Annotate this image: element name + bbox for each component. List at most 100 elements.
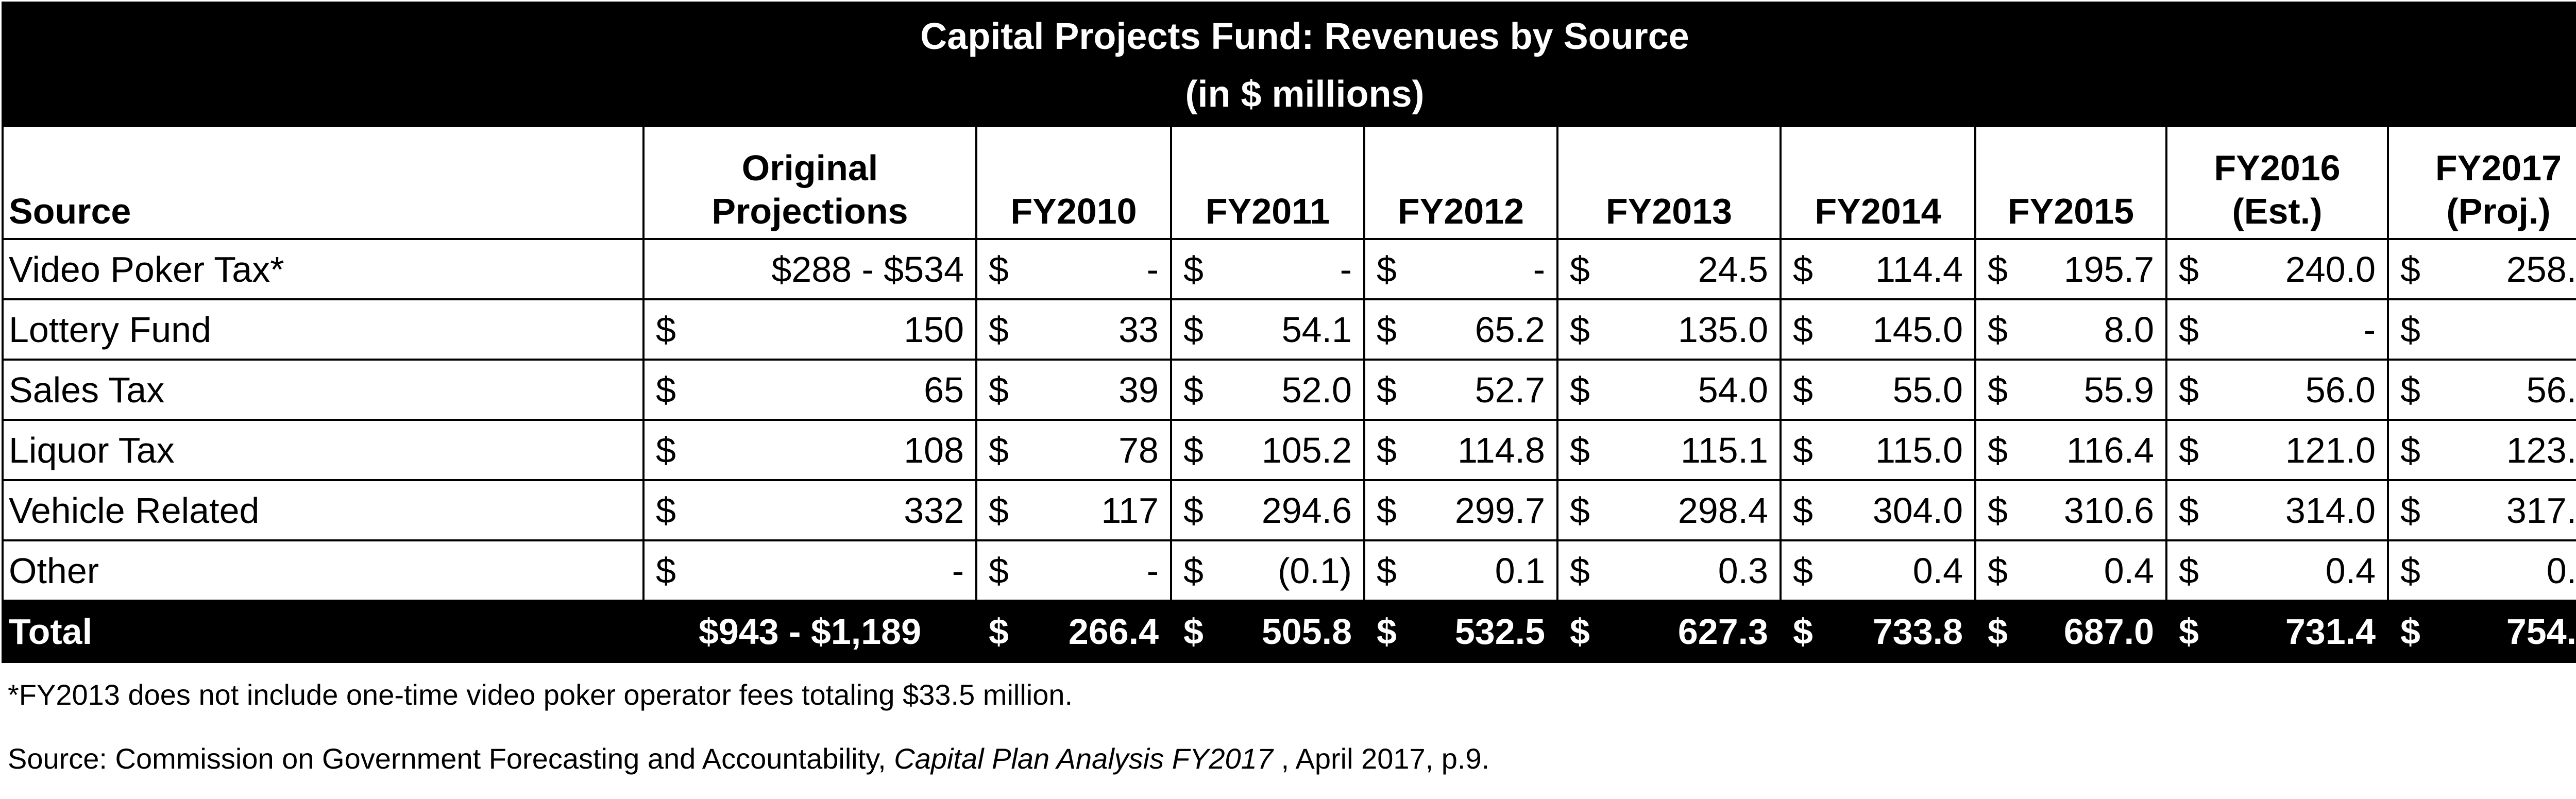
cell-value: 117: [1101, 490, 1159, 531]
currency-sign: $: [1570, 309, 1590, 350]
currency-sign: $: [2400, 309, 2420, 350]
currency-sign: $: [1377, 430, 1397, 470]
cell: $195.7: [1974, 238, 2167, 300]
cell-content: $317.0: [2400, 490, 2576, 531]
cell-value: 258.0: [2506, 249, 2576, 290]
column-header: FY2015: [1974, 125, 2167, 240]
cell-value: -: [2363, 309, 2376, 350]
cell-value: 299.7: [1454, 490, 1545, 531]
revenue-table: Source Original Projections FY2010 FY2011 FY2…: [2, 125, 2576, 663]
cell: $123.0: [2387, 419, 2576, 481]
cell-content: $0.4: [2179, 550, 2376, 591]
cell-content: $310.6: [1988, 490, 2154, 531]
currency-sign: $: [656, 309, 676, 350]
cell-content: $687.0: [1988, 611, 2154, 652]
cell: $150: [642, 298, 977, 361]
title: Capital Projects Fund: Revenues by Sourc…: [920, 16, 1689, 57]
cell-content: $39: [989, 369, 1159, 411]
currency-sign: $: [1570, 369, 1590, 410]
cell-content: $266.4: [989, 611, 1159, 652]
currency-sign: $: [2400, 249, 2420, 290]
cell: $114.8: [1363, 419, 1558, 481]
cell-value: $943 - $1,189: [698, 611, 922, 652]
cell: $298.4: [1556, 479, 1782, 541]
currency-sign: $: [1377, 611, 1397, 652]
currency-sign: $: [1570, 611, 1590, 652]
data-row: Lottery Fund $150 $33 $54.1 $65.2 $135.0 $145.…: [2, 298, 2576, 361]
cell-value: 733.8: [1872, 611, 1963, 652]
cell-value: 39: [1118, 369, 1159, 410]
currency-sign: $: [1988, 550, 2008, 591]
cell-content: $294.6: [1183, 490, 1352, 531]
currency-sign: $: [1793, 249, 1813, 290]
cell-content: $-: [1377, 249, 1545, 290]
cell: $266.4: [975, 600, 1172, 663]
cell-content: $65: [656, 369, 964, 411]
cell-value: 52.7: [1475, 369, 1545, 410]
currency-sign: $: [989, 490, 1009, 531]
cell: $-: [975, 539, 1172, 602]
cell-value: 310.6: [2063, 490, 2154, 531]
cell-value: 150: [904, 309, 964, 350]
row-label: Total: [2, 600, 645, 663]
cell-content: $78: [989, 430, 1159, 471]
cell: $54.0: [1556, 359, 1782, 421]
header-line: FY2011: [1205, 191, 1330, 231]
currency-sign: $: [1377, 309, 1397, 350]
cell-value: 195.7: [2063, 249, 2154, 290]
cell-content: $299.7: [1377, 490, 1545, 531]
cell-content: $754.4: [2400, 611, 2576, 652]
currency-sign: $: [2179, 430, 2199, 470]
header-line: FY2014: [1815, 191, 1941, 231]
cell: $ (0.1): [1170, 539, 1365, 602]
cell-value: 505.8: [1261, 611, 1352, 652]
cell-value: 123.0: [2506, 430, 2576, 470]
cell-content: $121.0: [2179, 430, 2376, 471]
cell: $310.6: [1974, 479, 2167, 541]
currency-sign: $: [1570, 550, 1590, 591]
cell-value: 33: [1118, 309, 1159, 350]
cell: $505.8: [1170, 600, 1365, 663]
cell: $332: [642, 479, 977, 541]
currency-sign: $: [1377, 369, 1397, 410]
column-header: FY2016 (Est.): [2165, 125, 2389, 240]
header-line: FY2013: [1605, 191, 1733, 231]
cell-content: $8.0: [1988, 309, 2154, 350]
currency-sign: $: [1793, 490, 1813, 531]
header-line: FY2017: [2435, 148, 2562, 188]
row-name: Total: [9, 611, 93, 652]
cell: $-: [2387, 298, 2576, 361]
cell-value: 0.4: [2104, 550, 2154, 591]
currency-sign: $: [2179, 309, 2199, 350]
currency-sign: $: [1570, 430, 1590, 470]
cell-content: $-: [989, 550, 1159, 591]
cell-content: $240.0: [2179, 249, 2376, 290]
cell: $65: [642, 359, 977, 421]
currency-sign: $: [2179, 369, 2199, 410]
cell: $731.4: [2165, 600, 2389, 663]
title-bar: Capital Projects Fund: Revenues by Sourc…: [2, 2, 2576, 125]
cell-value: 627.3: [1677, 611, 1768, 652]
cell: $145.0: [1780, 298, 1976, 361]
cell-value: -: [1146, 550, 1159, 591]
currency-sign: $: [1183, 249, 1204, 290]
row-label: Video Poker Tax*: [2, 238, 645, 300]
cell: $294.6: [1170, 479, 1365, 541]
currency-sign: $: [1793, 611, 1813, 652]
cell-value: 115.1: [1681, 430, 1768, 470]
cell-content: $332: [656, 490, 964, 531]
cell: $33: [975, 298, 1172, 361]
cell: $78: [975, 419, 1172, 481]
cell: $754.4: [2387, 600, 2576, 663]
cell-value: 298.4: [1677, 490, 1768, 531]
currency-sign: $: [989, 369, 1009, 410]
cell: $-: [2165, 298, 2389, 361]
currency-sign: $: [1183, 309, 1204, 350]
cell-content: $123.0: [2400, 430, 2576, 471]
cell-value: 55.0: [1892, 369, 1963, 410]
currency-sign: $: [1377, 490, 1397, 531]
cell-content: $56.0: [2179, 369, 2376, 411]
row-name: Sales Tax: [9, 369, 165, 410]
row-label: Lottery Fund: [2, 298, 645, 361]
